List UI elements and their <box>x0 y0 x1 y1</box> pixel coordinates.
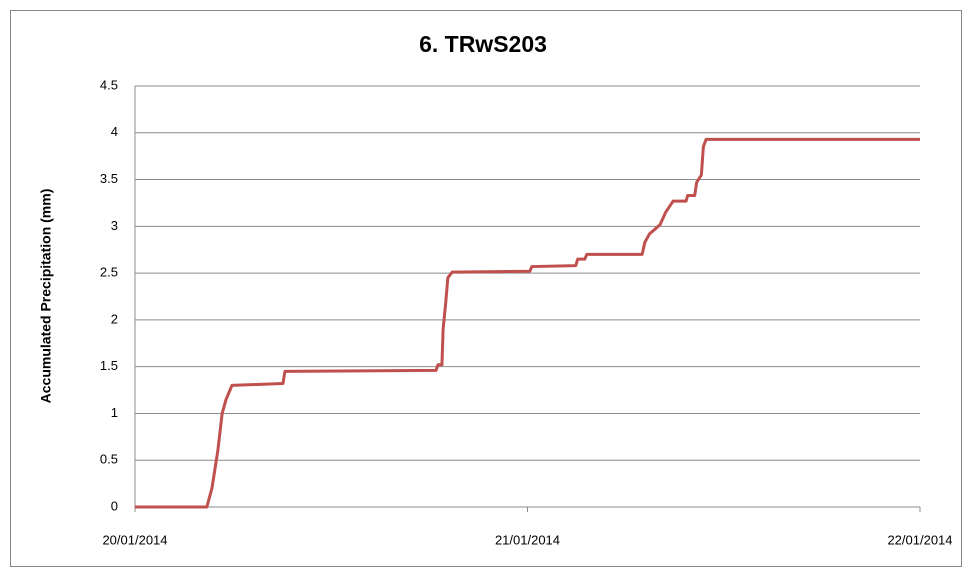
y-tick-label: 0.5 <box>100 452 118 467</box>
y-tick-label: 2.5 <box>100 265 118 280</box>
y-tick-label: 2 <box>111 311 118 326</box>
y-tick-label: 3.5 <box>100 171 118 186</box>
data-line <box>135 137 920 509</box>
x-tick-label: 21/01/2014 <box>495 532 560 547</box>
x-tick-label: 22/01/2014 <box>887 532 952 547</box>
y-tick-label: 1 <box>111 405 118 420</box>
y-tick-label: 3 <box>111 218 118 233</box>
x-tick-label: 20/01/2014 <box>102 532 167 547</box>
chart-title: 6. TRwS203 <box>419 31 547 57</box>
y-tick-label: 1.5 <box>100 358 118 373</box>
y-tick-label: 4 <box>111 124 118 139</box>
y-axis-label: Accumulated Precipitation (mm) <box>38 189 54 404</box>
y-tick-label: 4.5 <box>100 77 118 92</box>
y-tick-label: 0 <box>111 498 118 513</box>
chart-frame <box>10 10 962 567</box>
